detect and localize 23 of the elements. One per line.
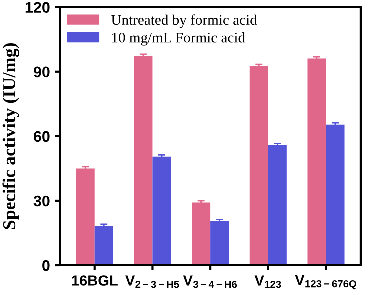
y-tick-label: 30 bbox=[34, 196, 50, 207]
y-tick-label: 0 bbox=[42, 260, 50, 272]
bar bbox=[326, 124, 345, 266]
x-tick-label: 16BGL bbox=[72, 276, 118, 286]
x-tick-label: V$_{123−676Q}$ bbox=[295, 275, 356, 290]
legend-label: Untreated by formic acid bbox=[112, 14, 258, 28]
y-tick-label: 60 bbox=[34, 131, 50, 142]
bar bbox=[192, 202, 211, 266]
y-tick-label: 90 bbox=[34, 66, 50, 78]
y-axis-title: Specific activity (IU/mg) bbox=[2, 43, 20, 230]
bar bbox=[134, 56, 153, 266]
x-tick-label: V$_{2−3−H5}$ bbox=[126, 276, 180, 288]
x-tick-label: V$_{123}$ bbox=[254, 276, 282, 288]
bar bbox=[94, 226, 114, 266]
bar bbox=[76, 168, 95, 266]
bar bbox=[268, 145, 287, 266]
y-tick-label: 120 bbox=[26, 2, 50, 14]
bar bbox=[210, 221, 230, 266]
x-tick-label: V$_{3−4−H6}$ bbox=[183, 276, 238, 288]
bar bbox=[250, 66, 268, 266]
bar bbox=[308, 58, 326, 266]
legend-label: 10 mg/mL Formic acid bbox=[112, 32, 246, 46]
bar bbox=[152, 156, 172, 266]
